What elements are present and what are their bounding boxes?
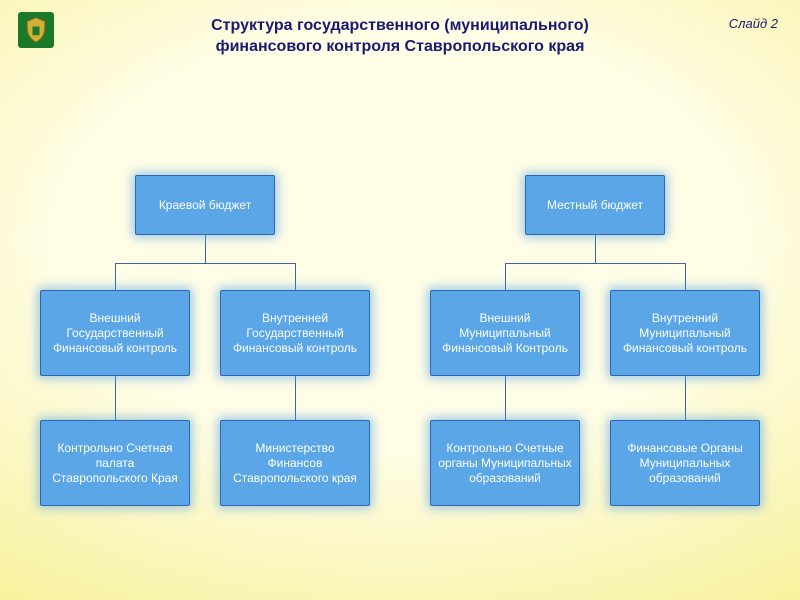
connector	[115, 376, 116, 420]
org-node-m4: Внутренний Муниципальный Финансовый конт…	[610, 290, 760, 376]
connector	[295, 263, 296, 291]
connector	[115, 263, 295, 264]
org-node-l3: Контрольно Счетные органы Муниципальных …	[430, 420, 580, 506]
org-node-l1: Контрольно Счетная палата Ставропольског…	[40, 420, 190, 506]
connector	[505, 376, 506, 420]
connector	[205, 235, 206, 263]
connector	[295, 376, 296, 420]
connector	[115, 263, 116, 291]
org-node-m1: Внешний Государственный Финансовый контр…	[40, 290, 190, 376]
connector	[505, 263, 506, 291]
org-node-l2: Министерство Финансов Ставропольского кр…	[220, 420, 370, 506]
slide-number: Слайд 2	[729, 16, 778, 31]
connector	[685, 263, 686, 291]
connector	[685, 376, 686, 420]
org-node-r1: Краевой бюджет	[135, 175, 275, 235]
title-line-2: финансового контроля Ставропольского кра…	[216, 38, 585, 55]
connector	[595, 235, 596, 263]
title-line-1: Структура государственного (муниципально…	[211, 17, 589, 34]
org-node-l4: Финансовые Органы Муниципальных образова…	[610, 420, 760, 506]
org-node-m3: Внешний Муниципальный Финансовый Контрол…	[430, 290, 580, 376]
org-node-r2: Местный бюджет	[525, 175, 665, 235]
connector	[505, 263, 685, 264]
slide-title: Структура государственного (муниципально…	[0, 16, 800, 58]
org-node-m2: Внутренней Государственный Финансовый ко…	[220, 290, 370, 376]
